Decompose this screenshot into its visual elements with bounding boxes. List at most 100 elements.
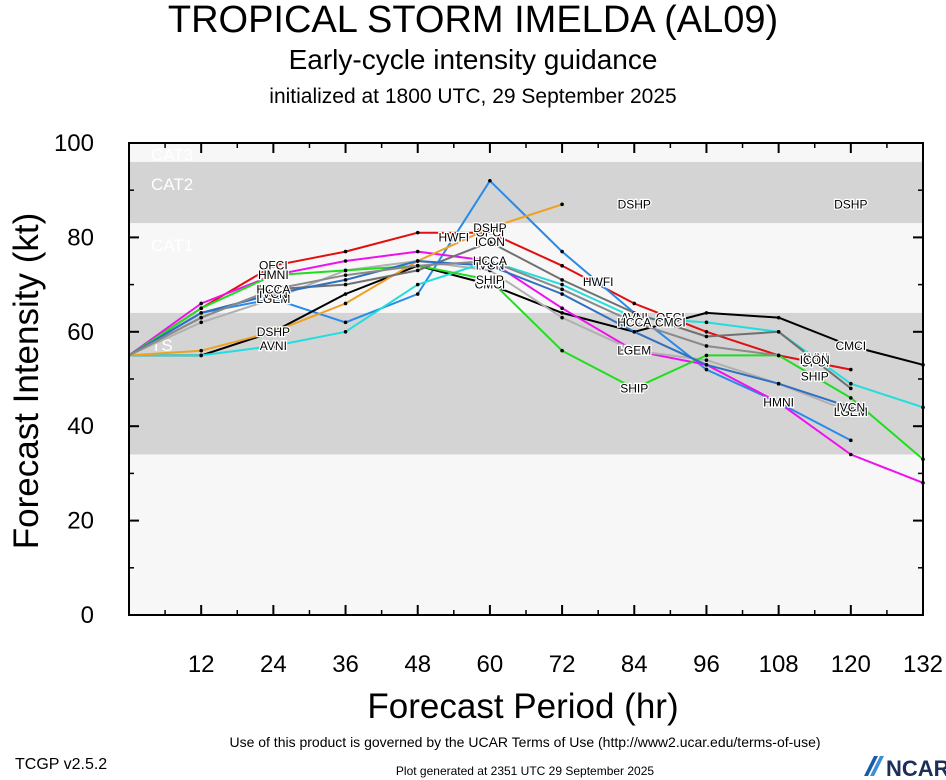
series-point-cmci [488, 282, 492, 287]
series-label-hcca: HCCA [473, 254, 507, 268]
x-tick-label: 24 [260, 651, 287, 678]
series-point-lgem [632, 348, 637, 353]
chart-subtitle: Early-cycle intensity guidance [288, 44, 658, 75]
series-point-cmci [343, 292, 348, 296]
band-cat3 [129, 143, 923, 162]
series-label-hmni: HMNI [258, 268, 289, 282]
y-tick-label: 100 [54, 130, 94, 157]
band-below-ts [129, 454, 923, 615]
series-labels: OFCI OFCI OFCI OFCI HWFI HWFI CMCI CMCI CMCI HMNI… [255, 196, 869, 420]
series-point-hwfi [704, 367, 709, 372]
series-point-hwfi [849, 438, 853, 443]
series-point-hcca [704, 344, 709, 348]
terms-of-use: Use of this product is governed by the U… [229, 734, 821, 750]
series-point-hwfi [343, 320, 348, 325]
series-point-avni [271, 344, 276, 348]
series-label-cmci: CMCI [835, 339, 866, 353]
y-axis-label: Forecast Intensity (kt) [7, 213, 46, 549]
series-point-hwfi [415, 292, 420, 296]
series-label-cmci: CMCI [655, 315, 686, 329]
series-label-lgem: LGEM [256, 292, 290, 306]
series-point-cmci [776, 315, 781, 320]
series-point-avni [415, 282, 420, 287]
series-point-ship [271, 273, 276, 277]
series-point-hmni [776, 400, 781, 405]
series-point-hwfi [488, 178, 492, 183]
series-point-dshp [343, 301, 348, 306]
series-point-hmni [343, 259, 348, 263]
series-point-ofci [704, 330, 709, 334]
x-tick-label: 96 [693, 651, 720, 678]
series-point-lgem [849, 410, 853, 414]
series-point-hmni [415, 249, 420, 254]
ncar-logo-mark [864, 756, 884, 776]
series-point-ship [560, 348, 564, 353]
series-point-ivcn [415, 259, 420, 263]
band-cat2 [129, 161, 923, 224]
series-point-avni [199, 353, 203, 358]
y-tick-label: 20 [67, 508, 94, 535]
x-tick-label: 36 [332, 651, 359, 678]
series-point-lgem [704, 358, 709, 362]
series-point-icon [415, 268, 420, 273]
x-tick-label: 132 [903, 651, 943, 678]
band-label-cat2: CAT2 [151, 175, 193, 194]
series-point-ofci [415, 230, 420, 235]
series-point-hcca [199, 315, 203, 320]
series-label-dshp: DSHP [834, 197, 867, 211]
series-point-ivcn [343, 278, 348, 282]
initialization-time: initialized at 1800 UTC, 29 September 20… [269, 85, 677, 108]
series-point-ivcn [488, 263, 492, 268]
series-point-ship [704, 353, 709, 358]
series-point-cmci [560, 311, 564, 315]
series-point-ofci [343, 249, 348, 254]
x-tick-label: 60 [477, 651, 504, 678]
series-point-ofci [271, 263, 276, 268]
series-point-lgem [488, 268, 492, 273]
y-tick-label: 80 [67, 224, 94, 251]
series-point-lgem [199, 320, 203, 325]
series-label-ship: SHIP [801, 370, 829, 384]
series-point-hmni [560, 306, 564, 311]
series-point-ivcn [632, 330, 637, 334]
series-label-ofci: OFCI [259, 259, 288, 273]
series-label-dshp: DSHP [618, 197, 651, 211]
ncar-logo-text: NCAR [886, 756, 946, 780]
series-label-dshp: DSHP [257, 325, 290, 339]
series-point-ivcn [776, 381, 781, 386]
series-point-avni [343, 330, 348, 334]
series-point-ivcn [560, 292, 564, 296]
series-point-avni [632, 315, 637, 320]
series-point-ship [199, 306, 203, 311]
series-point-icon [704, 334, 709, 339]
series-label-ship: SHIP [476, 273, 504, 287]
series-point-avni [849, 381, 853, 386]
x-tick-label: 72 [549, 651, 576, 678]
series-point-hcca [415, 263, 420, 268]
series-label-lgem: LGEM [834, 405, 868, 419]
series-label-ofci: OFCI [656, 311, 685, 325]
x-tick-label: 12 [188, 651, 215, 678]
series-point-ofci [560, 263, 564, 268]
series-label-avni: AVNI [801, 351, 828, 365]
series-point-icon [632, 311, 637, 315]
series-point-hwfi [560, 249, 564, 254]
series-label-ship: SHIP [620, 381, 648, 395]
series-point-avni [560, 282, 564, 287]
series-point-lgem [271, 296, 276, 301]
generated-timestamp: Plot generated at 2351 UTC 29 September … [395, 764, 655, 778]
series-point-icon [343, 282, 348, 287]
series-point-hcca [776, 353, 781, 358]
series-point-ivcn [704, 363, 709, 367]
series-point-icon [488, 240, 492, 244]
series-label-hcca: HCCA [256, 282, 290, 296]
series-label-ofci: OFCI [476, 226, 505, 240]
series-label-ofci: OFCI [800, 355, 829, 369]
series-point-cmci [849, 344, 853, 348]
series-point-icon [849, 386, 853, 391]
series-point-icon [560, 278, 564, 282]
series-point-dshp [199, 348, 203, 353]
series-point-ofci [488, 230, 492, 235]
series-label-hmni: HMNI [619, 344, 650, 358]
